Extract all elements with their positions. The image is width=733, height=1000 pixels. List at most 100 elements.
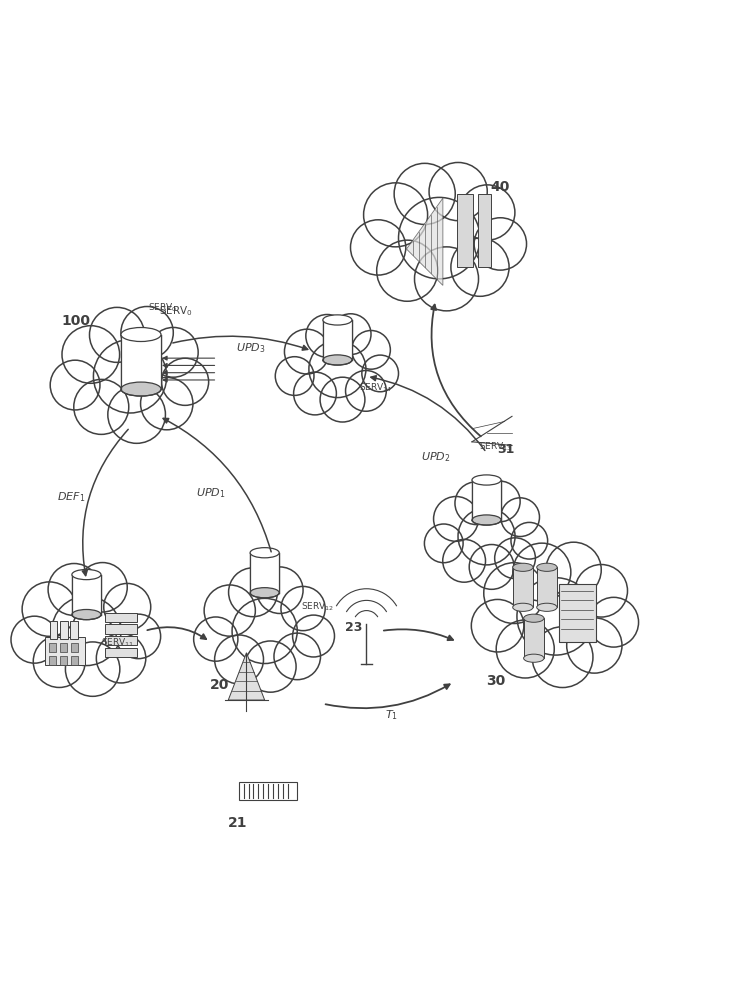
Circle shape [306,315,349,357]
Circle shape [479,481,520,522]
Circle shape [141,377,193,430]
Bar [60,621,67,639]
Bar [559,584,596,642]
Text: 40: 40 [490,180,509,194]
Text: SERV$_0$: SERV$_0$ [148,302,178,314]
Circle shape [274,633,320,680]
Circle shape [93,340,166,413]
Text: UPD$_2$: UPD$_2$ [421,450,451,464]
Ellipse shape [523,614,544,622]
Text: SERV$_{11}$: SERV$_{11}$ [101,636,134,649]
Bar [49,656,56,665]
Circle shape [501,498,539,537]
Bar [50,621,57,639]
Circle shape [74,379,129,434]
Circle shape [161,358,209,405]
Circle shape [108,386,166,443]
Text: 31: 31 [498,443,515,456]
Circle shape [294,372,336,415]
Circle shape [424,524,463,563]
Circle shape [474,218,526,270]
Ellipse shape [323,355,352,365]
Circle shape [320,377,365,422]
Bar [45,637,84,665]
Ellipse shape [472,475,501,485]
Bar [60,656,67,665]
Circle shape [352,331,391,369]
Text: SERV$_{12}$: SERV$_{12}$ [301,600,334,613]
Circle shape [331,314,371,355]
Circle shape [458,508,515,565]
Circle shape [22,582,76,636]
Circle shape [33,636,85,687]
Text: 100: 100 [61,314,90,328]
Text: SERV$_{13}$: SERV$_{13}$ [479,440,512,453]
Text: T$_1$: T$_1$ [385,708,398,722]
Circle shape [257,567,303,613]
Circle shape [229,568,278,617]
Bar [71,643,78,652]
Circle shape [232,598,298,664]
Bar [121,335,161,389]
Circle shape [517,578,594,655]
Circle shape [121,306,173,359]
Bar [512,567,533,607]
Circle shape [364,183,427,247]
Circle shape [589,597,638,647]
Circle shape [496,620,554,678]
Bar [105,613,137,622]
Circle shape [309,341,366,398]
Circle shape [513,543,571,601]
Text: 30: 30 [487,674,506,688]
Circle shape [350,220,406,275]
Text: UPD$_3$: UPD$_3$ [235,341,265,355]
Circle shape [377,240,438,301]
Circle shape [245,641,296,692]
Circle shape [460,185,515,240]
Bar [472,480,501,520]
Ellipse shape [121,382,161,396]
Bar [71,656,78,665]
Circle shape [443,539,485,582]
Circle shape [399,197,480,279]
Circle shape [546,542,601,597]
Circle shape [434,497,479,541]
Text: SERV$_{14}$: SERV$_{14}$ [359,382,393,394]
Bar [105,636,137,645]
Circle shape [148,327,198,377]
Bar [49,643,56,652]
Bar [537,567,557,607]
Circle shape [484,563,545,624]
Ellipse shape [512,563,533,571]
Bar [60,643,67,652]
Ellipse shape [537,603,557,611]
Ellipse shape [250,588,279,598]
Text: SERV$_0$: SERV$_0$ [159,305,193,318]
Bar [239,782,298,800]
Circle shape [511,522,548,559]
Bar [70,621,78,639]
Circle shape [362,355,399,392]
Circle shape [11,616,58,663]
Circle shape [345,371,386,411]
Circle shape [532,627,593,688]
Bar [523,618,544,658]
Circle shape [394,163,455,224]
Ellipse shape [323,315,352,325]
Circle shape [567,618,622,673]
Circle shape [292,615,334,657]
Circle shape [116,614,161,659]
Text: 21: 21 [228,816,248,830]
Bar [72,575,101,615]
Circle shape [62,326,119,383]
Text: UPD$_1$: UPD$_1$ [196,486,225,500]
Bar [105,648,137,657]
Ellipse shape [72,609,101,620]
Circle shape [429,162,487,221]
Bar [105,624,137,634]
Circle shape [451,238,509,296]
Circle shape [50,360,100,410]
Circle shape [414,247,479,311]
Ellipse shape [72,569,101,580]
Polygon shape [228,653,265,700]
